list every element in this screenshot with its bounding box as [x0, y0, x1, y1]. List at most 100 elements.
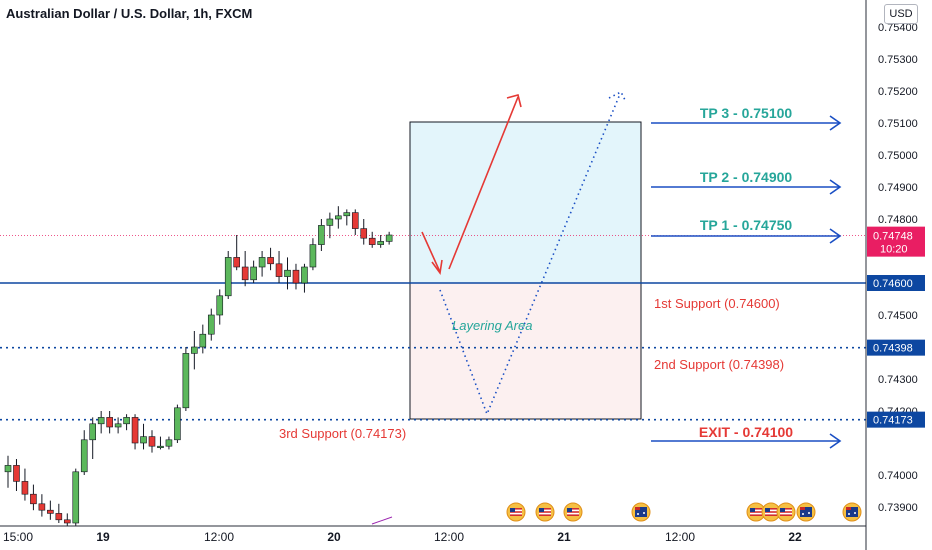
candle[interactable]: [377, 235, 384, 248]
price-tick-label: 0.74500: [878, 310, 918, 322]
candle[interactable]: [318, 219, 325, 251]
candle[interactable]: [72, 468, 80, 527]
level-price-tag[interactable]: 0.74600: [867, 275, 925, 291]
tp3-label: TP 3 - 0.75100: [700, 105, 793, 121]
time-tick-label: 22: [788, 530, 802, 544]
us-flag-icon[interactable]: [776, 502, 796, 522]
candle[interactable]: [309, 238, 317, 271]
time-tick-label: 12:00: [434, 530, 464, 544]
australia-flag-icon[interactable]: [631, 502, 651, 522]
candle[interactable]: [335, 206, 342, 229]
candle[interactable]: [38, 494, 46, 517]
support1-label: 1st Support (0.74600): [654, 296, 780, 311]
red-trade-path: [421, 94, 522, 276]
candle[interactable]: [131, 414, 139, 450]
price-tick-label: 0.74900: [878, 182, 918, 194]
candle[interactable]: [368, 231, 376, 248]
us-flag-icon[interactable]: [563, 502, 583, 522]
candle[interactable]: [148, 430, 156, 453]
australia-flag-icon[interactable]: [796, 502, 816, 522]
candle[interactable]: [165, 436, 173, 450]
candle[interactable]: [63, 513, 71, 527]
time-tick-label: 21: [557, 530, 571, 544]
us-flag-icon[interactable]: [535, 502, 555, 522]
candle[interactable]: [385, 231, 393, 245]
candle[interactable]: [89, 417, 96, 459]
candle[interactable]: [216, 289, 224, 325]
price-tick-label: 0.74000: [878, 470, 918, 482]
australia-flag-icon[interactable]: [842, 502, 862, 522]
candle[interactable]: [97, 411, 105, 434]
candle[interactable]: [106, 411, 113, 434]
tp3-arrow: [651, 115, 842, 131]
candle[interactable]: [267, 247, 274, 271]
price-tick-label: 0.75100: [878, 118, 918, 130]
candle[interactable]: [157, 436, 164, 450]
candle[interactable]: [343, 209, 351, 226]
blue-dotted-path: [439, 90, 627, 417]
level-price-tag[interactable]: 0.74398: [867, 339, 925, 356]
us-flag-icon[interactable]: [506, 502, 526, 522]
candle[interactable]: [241, 251, 249, 287]
tp2-arrow: [651, 179, 842, 195]
current-price-value: 0.74748: [873, 231, 913, 243]
price-tick-label: 0.73900: [878, 502, 918, 514]
candle[interactable]: [360, 219, 368, 245]
layering-area-label: Layering Area: [452, 318, 532, 333]
time-tick-label: 15:00: [3, 530, 33, 544]
layering-zone-box[interactable]: [409, 282, 642, 420]
tp1-label: TP 1 - 0.74750: [700, 217, 793, 233]
candle[interactable]: [207, 308, 215, 341]
candle[interactable]: [21, 468, 29, 501]
candle[interactable]: [30, 484, 37, 511]
candle[interactable]: [47, 500, 54, 520]
price-tick-label: 0.74800: [878, 214, 918, 226]
candle[interactable]: [224, 251, 232, 299]
candle[interactable]: [292, 263, 300, 290]
candle[interactable]: [182, 347, 190, 411]
candle[interactable]: [301, 263, 308, 293]
time-tick-label: 12:00: [665, 530, 695, 544]
candle[interactable]: [80, 430, 88, 475]
candle[interactable]: [140, 423, 147, 450]
time-axis[interactable]: 15:00 19 12:00 20 12:00 21 12:00 22: [3, 530, 802, 544]
svg-text:0.74600: 0.74600: [873, 278, 913, 290]
candle[interactable]: [284, 257, 291, 290]
time-tick-label: 12:00: [204, 530, 234, 544]
currency-button[interactable]: USD: [884, 4, 918, 24]
candle[interactable]: [250, 260, 257, 283]
candle[interactable]: [326, 212, 334, 239]
candle[interactable]: [191, 331, 198, 370]
candle[interactable]: [174, 404, 181, 443]
level-price-tag[interactable]: 0.74173: [867, 411, 925, 428]
candle[interactable]: [351, 209, 359, 235]
candle[interactable]: [4, 455, 12, 488]
target-zone-box[interactable]: [409, 121, 642, 284]
candle[interactable]: [55, 503, 63, 523]
candle[interactable]: [13, 459, 20, 491]
svg-text:0.74398: 0.74398: [873, 343, 913, 355]
candle[interactable]: [275, 251, 283, 283]
price-tick-label: 0.75400: [878, 22, 918, 34]
us-flag-icon[interactable]: [746, 502, 766, 522]
candle[interactable]: [258, 251, 266, 277]
candle[interactable]: [199, 324, 207, 354]
price-tick-label: 0.75300: [878, 54, 918, 66]
candle[interactable]: [123, 414, 130, 431]
svg-text:0.74173: 0.74173: [873, 415, 913, 427]
tp2-label: TP 2 - 0.74900: [700, 169, 793, 185]
price-axis[interactable]: [866, 0, 932, 526]
candle[interactable]: [114, 417, 122, 434]
exit-arrow: [651, 433, 842, 449]
time-tick-label: 19: [96, 530, 110, 544]
indicator-fragment: [371, 516, 393, 525]
exit-label: EXIT - 0.74100: [699, 424, 793, 440]
tp1-arrow: [651, 228, 842, 244]
candle[interactable]: [233, 235, 240, 271]
symbol-title[interactable]: Australian Dollar / U.S. Dollar, 1h, FXC…: [6, 6, 253, 21]
price-tick-label: 0.75000: [878, 150, 918, 162]
price-tick-label: 0.74300: [878, 374, 918, 386]
